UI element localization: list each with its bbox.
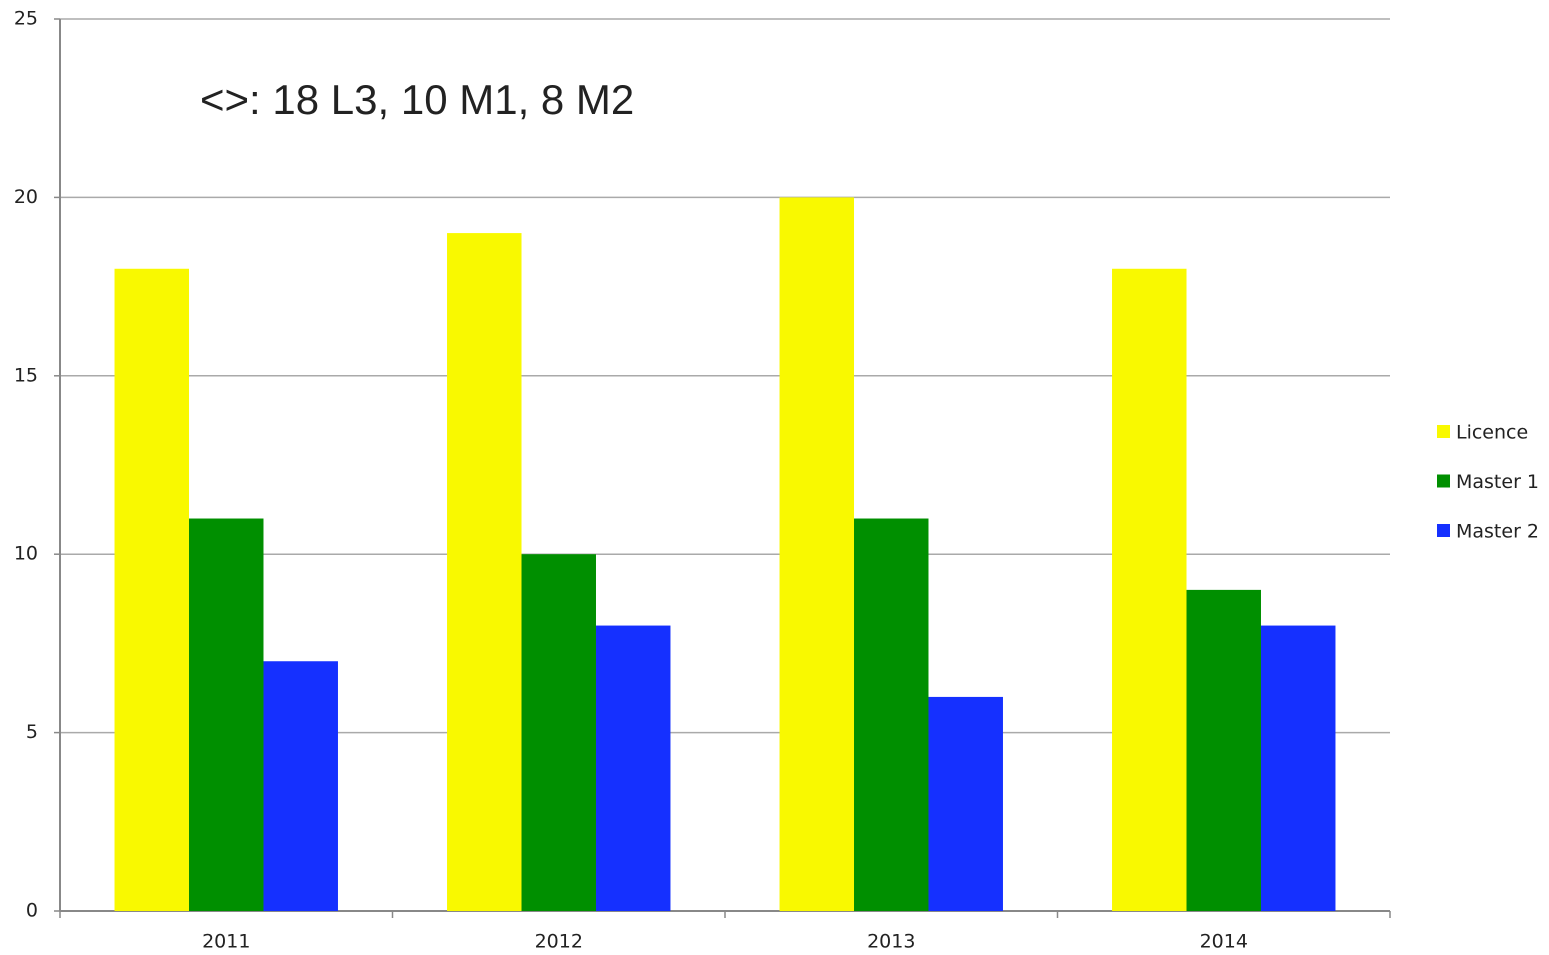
bar bbox=[263, 661, 338, 911]
bar bbox=[447, 233, 522, 911]
x-tick-label: 2013 bbox=[867, 931, 915, 953]
annotation: <>: 18 L3, 10 M1, 8 M2 bbox=[200, 76, 634, 123]
legend-swatch bbox=[1437, 474, 1450, 488]
bar bbox=[114, 268, 190, 911]
bar bbox=[521, 554, 596, 911]
y-tick-label: 20 bbox=[14, 186, 38, 208]
x-tick-label: 2012 bbox=[535, 931, 583, 953]
bar bbox=[928, 696, 1003, 911]
bar bbox=[1112, 268, 1187, 911]
legend-label: Master 2 bbox=[1456, 521, 1539, 543]
y-tick-label: 25 bbox=[14, 8, 38, 30]
bar bbox=[1186, 589, 1261, 911]
legend-swatch bbox=[1437, 524, 1450, 537]
bar bbox=[854, 518, 929, 911]
y-tick-label: 15 bbox=[14, 364, 38, 386]
y-tick-label: 10 bbox=[14, 543, 38, 565]
legend-swatch bbox=[1437, 425, 1450, 438]
bar bbox=[779, 197, 855, 911]
bar bbox=[1260, 625, 1336, 911]
legend-label: Master 1 bbox=[1456, 471, 1539, 493]
bar bbox=[595, 625, 671, 911]
bar bbox=[189, 518, 264, 911]
y-tick-label: 0 bbox=[26, 900, 38, 922]
y-tick-label: 5 bbox=[26, 721, 38, 743]
x-tick-label: 2011 bbox=[202, 931, 250, 953]
x-tick-label: 2014 bbox=[1200, 931, 1248, 953]
legend-label: Licence bbox=[1456, 422, 1528, 444]
